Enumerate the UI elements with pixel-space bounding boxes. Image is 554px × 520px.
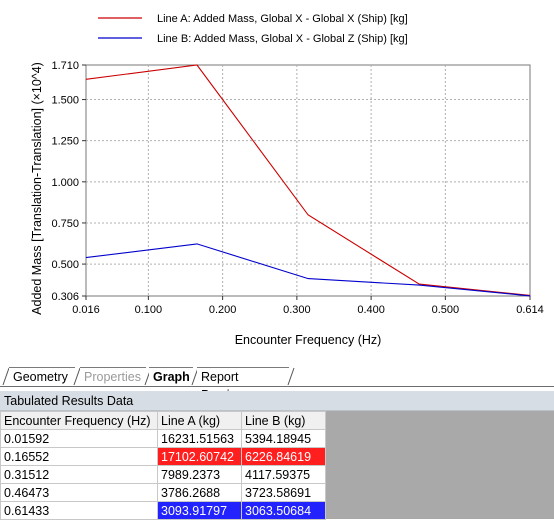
y-axis-label: Added Mass [Translation-Translation] (×1… bbox=[30, 62, 44, 315]
table-row[interactable]: 0.46473 3786.2688 3723.58691 bbox=[0, 483, 326, 502]
y-tick-label: 1.000 bbox=[51, 177, 79, 189]
frequency-cell[interactable]: 0.31512 bbox=[0, 465, 158, 484]
line-b-cell[interactable]: 5394.18945 bbox=[241, 429, 326, 448]
tab-separator bbox=[73, 367, 81, 386]
x-tick-label: 0.300 bbox=[283, 304, 311, 316]
tab-properties[interactable]: Properties bbox=[80, 367, 146, 385]
line-b-max-cell[interactable]: 6226.84619 bbox=[241, 447, 326, 466]
frequency-cell[interactable]: 0.46473 bbox=[0, 483, 158, 502]
line-a-max-cell[interactable]: 17102.60742 bbox=[157, 447, 242, 466]
x-axis-label: Encounter Frequency (Hz) bbox=[235, 333, 382, 347]
tab-separator bbox=[2, 367, 10, 386]
view-tab-strip: Geometry Properties Graph Report Preview bbox=[0, 367, 554, 402]
y-tick-label: 1.500 bbox=[51, 95, 79, 107]
line-a-min-cell[interactable]: 3093.91797 bbox=[157, 501, 242, 520]
frequency-cell[interactable]: 0.61433 bbox=[0, 501, 158, 520]
y-tick-label: 1.250 bbox=[51, 136, 79, 148]
column-header-line-b[interactable]: Line B (kg) bbox=[241, 411, 326, 430]
tab-graph[interactable]: Graph bbox=[149, 367, 193, 386]
x-tick-label: 0.614 bbox=[516, 304, 544, 316]
line-a-cell[interactable]: 7989.2373 bbox=[157, 465, 242, 484]
line-b-min-cell[interactable]: 3063.50684 bbox=[241, 501, 326, 520]
tab-separator bbox=[287, 367, 295, 386]
x-tick-label: 0.400 bbox=[357, 304, 385, 316]
x-tick-label: 0.200 bbox=[209, 304, 237, 316]
line-a-cell[interactable]: 16231.51563 bbox=[157, 429, 242, 448]
column-header-line-a[interactable]: Line A (kg) bbox=[157, 411, 242, 430]
plot-area bbox=[85, 64, 531, 297]
legend-entry: Line B: Added Mass, Global X - Global Z … bbox=[157, 33, 408, 45]
y-tick-label: 1.710 bbox=[51, 60, 79, 72]
x-tick-label: 0.500 bbox=[432, 304, 460, 316]
table-row[interactable]: 0.16552 17102.60742 6226.84619 bbox=[0, 447, 326, 466]
series-line-b bbox=[85, 243, 531, 297]
frequency-cell[interactable]: 0.16552 bbox=[0, 447, 158, 466]
graph-panel: 0.016 0.100 0.200 0.300 0.400 0.500 0.614 0.306… bbox=[30, 13, 544, 347]
y-tick-label: 0.750 bbox=[51, 218, 79, 230]
line-b-cell[interactable]: 4117.59375 bbox=[241, 465, 326, 484]
y-tick-label: 0.306 bbox=[51, 291, 79, 303]
table-row[interactable]: 0.01592 16231.51563 5394.18945 bbox=[0, 429, 326, 448]
tab-report-preview[interactable]: Report Preview bbox=[197, 367, 289, 402]
tab-geometry[interactable]: Geometry bbox=[9, 367, 75, 385]
x-tick-label: 0.100 bbox=[135, 304, 163, 316]
table-row[interactable]: 0.31512 7989.2373 4117.59375 bbox=[0, 465, 326, 484]
y-tick-label: 0.500 bbox=[51, 259, 79, 271]
series-line-a bbox=[85, 64, 531, 296]
table-row[interactable]: 0.61433 3093.91797 3063.50684 bbox=[0, 501, 326, 520]
column-header-frequency[interactable]: Encounter Frequency (Hz) bbox=[0, 411, 158, 430]
line-a-cell[interactable]: 3786.2688 bbox=[157, 483, 242, 502]
results-panel-title: Tabulated Results Data bbox=[0, 391, 554, 411]
legend-entry: Line A: Added Mass, Global X - Global X … bbox=[157, 13, 408, 25]
table-header-row: Encounter Frequency (Hz) Line A (kg) Lin… bbox=[0, 411, 326, 430]
x-tick-label: 0.016 bbox=[72, 304, 100, 316]
line-b-cell[interactable]: 3723.58691 bbox=[241, 483, 326, 502]
results-grid: Encounter Frequency (Hz) Line A (kg) Lin… bbox=[0, 411, 554, 520]
added-mass-chart: 0.016 0.100 0.200 0.300 0.400 0.500 0.614 0.306… bbox=[30, 13, 544, 347]
results-table: Encounter Frequency (Hz) Line A (kg) Lin… bbox=[0, 411, 326, 520]
frequency-cell[interactable]: 0.01592 bbox=[0, 429, 158, 448]
